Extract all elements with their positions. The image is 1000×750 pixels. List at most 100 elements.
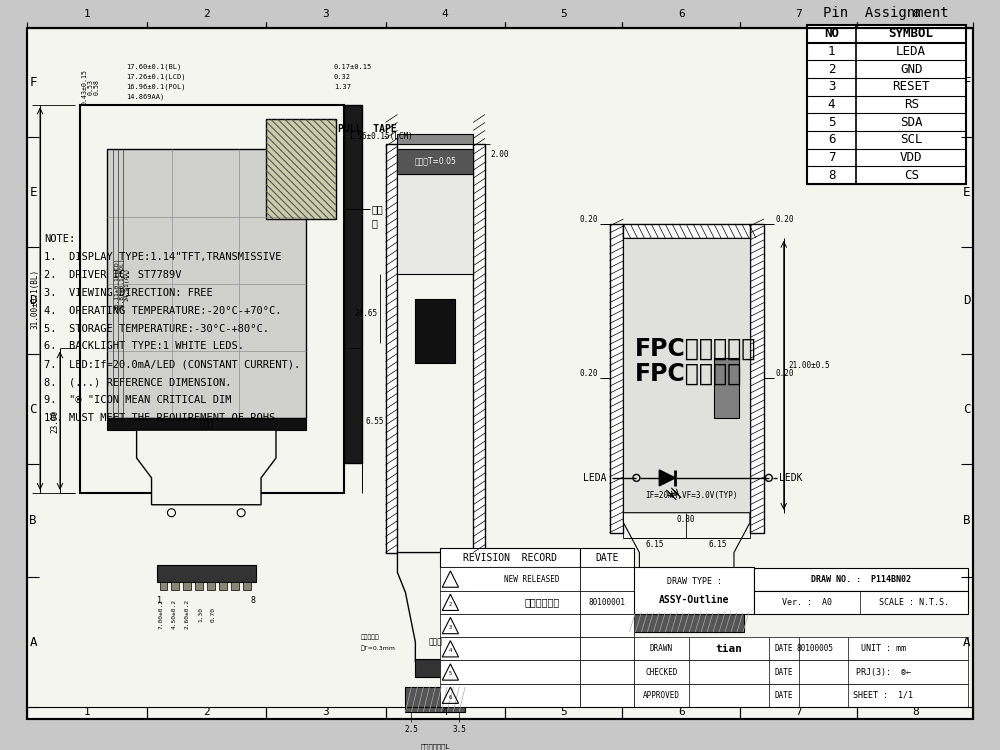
Bar (610, 224, 623, 532)
Text: E: E (29, 186, 37, 199)
Bar (807, 25, 966, 184)
Bar (415, 659, 455, 677)
Text: 5: 5 (560, 706, 567, 717)
Bar (623, 224, 750, 238)
Text: 7: 7 (795, 706, 802, 717)
Bar (107, 419, 306, 430)
Text: F: F (29, 76, 37, 89)
Text: 0.20: 0.20 (776, 214, 794, 223)
Text: A: A (963, 636, 971, 649)
Text: 7.00±0.2: 7.00±0.2 (159, 599, 164, 629)
Text: NEW RELEASED: NEW RELEASED (504, 574, 560, 584)
Bar (634, 568, 754, 614)
Text: 1.56±0.15(LCM): 1.56±0.15(LCM) (348, 132, 412, 141)
Polygon shape (397, 553, 473, 662)
Text: 6.15: 6.15 (709, 540, 727, 549)
Bar (634, 661, 968, 684)
Bar (207, 583, 215, 590)
Text: 7.  LED:If=20.0mA/LED (CONSTANT CURRENT).: 7. LED:If=20.0mA/LED (CONSTANT CURRENT). (44, 359, 300, 370)
Text: 26.81±0.1(POL): 26.81±0.1(POL) (120, 257, 125, 310)
Text: 厚T=0.3mm: 厚T=0.3mm (361, 645, 396, 651)
Bar (629, 612, 744, 632)
Bar (750, 224, 764, 532)
Text: D: D (963, 294, 971, 307)
Bar (580, 591, 634, 614)
Bar (243, 583, 251, 590)
Text: PULL  TAPE: PULL TAPE (338, 124, 396, 134)
Text: RESET: RESET (892, 80, 930, 93)
Text: 1: 1 (157, 596, 162, 604)
Text: 8: 8 (912, 9, 919, 19)
Text: 0.53: 0.53 (88, 79, 94, 94)
Polygon shape (623, 513, 750, 592)
Text: Ver. :  A0: Ver. : A0 (782, 598, 832, 608)
Text: 导折区: 导折区 (199, 419, 213, 428)
Text: ASSY-Outline: ASSY-Outline (659, 595, 729, 605)
Bar (160, 583, 167, 590)
Bar (397, 134, 473, 144)
Bar (440, 614, 580, 638)
Text: 2: 2 (449, 602, 452, 607)
Text: 双面胶T=0.05: 双面胶T=0.05 (414, 157, 456, 166)
Text: 1.  DISPLAY TYPE:1.14"TFT,TRANSMISSIVE: 1. DISPLAY TYPE:1.14"TFT,TRANSMISSIVE (44, 252, 282, 262)
Text: RS: RS (904, 98, 919, 111)
Text: A: A (29, 636, 37, 649)
Text: C: C (29, 403, 37, 416)
Text: 80100005: 80100005 (796, 644, 833, 653)
Text: D: D (29, 294, 37, 307)
Text: 7: 7 (795, 9, 802, 19)
Text: SCL: SCL (900, 134, 922, 146)
Text: 0.20: 0.20 (776, 369, 794, 378)
Text: VDD: VDD (900, 152, 922, 164)
Text: 5: 5 (560, 9, 567, 19)
Bar (714, 358, 739, 419)
Bar (634, 684, 968, 706)
Text: 6: 6 (678, 9, 685, 19)
Bar (580, 614, 634, 638)
Text: 1.37: 1.37 (334, 83, 351, 89)
Text: DATE: DATE (774, 691, 793, 700)
Bar (440, 684, 580, 706)
Text: 1: 1 (83, 706, 90, 717)
Text: LEDA: LEDA (896, 45, 926, 58)
Text: LEDK: LEDK (779, 473, 802, 483)
Bar (440, 568, 580, 591)
Text: 6: 6 (828, 134, 835, 146)
Text: 24.91(AA): 24.91(AA) (125, 267, 130, 301)
Text: DATE: DATE (774, 668, 793, 676)
Text: C: C (963, 403, 971, 416)
Bar (580, 661, 634, 684)
Text: 3: 3 (322, 9, 329, 19)
Text: 9.  "® "ICON MEAN CRITICAL DIM: 9. "® "ICON MEAN CRITICAL DIM (44, 395, 232, 405)
Text: DATE: DATE (774, 644, 793, 653)
Bar (231, 583, 239, 590)
Text: 8: 8 (251, 596, 256, 604)
Bar (107, 149, 306, 419)
Text: 16.96±0.1(POL): 16.96±0.1(POL) (127, 83, 186, 90)
Polygon shape (659, 470, 675, 486)
Text: PRJ(3):  ®←: PRJ(3): ®← (856, 668, 911, 676)
Text: 0.20: 0.20 (579, 214, 598, 223)
Text: SDA: SDA (900, 116, 922, 129)
Text: DRAW NO. :  P114BN02: DRAW NO. : P114BN02 (811, 574, 911, 584)
Bar (440, 638, 580, 661)
Text: 8: 8 (912, 706, 919, 717)
Text: 4.50±0.2: 4.50±0.2 (172, 599, 177, 629)
Text: 导折区: 导折区 (428, 638, 442, 646)
Text: E: E (963, 186, 971, 199)
Text: GND: GND (900, 63, 922, 76)
Bar (440, 661, 580, 684)
Bar (415, 298, 455, 364)
Bar (397, 174, 473, 274)
Text: 31.00±0.1(BL): 31.00±0.1(BL) (31, 268, 40, 328)
Text: IF=20mA,VF=3.0V(TYP): IF=20mA,VF=3.0V(TYP) (645, 491, 737, 500)
Text: 0.32: 0.32 (334, 74, 351, 80)
Text: 5.  STORAGE TEMPERATURE:-30°C-+80°C.: 5. STORAGE TEMPERATURE:-30°C-+80°C. (44, 323, 269, 334)
Text: 0.70: 0.70 (211, 607, 216, 622)
Bar (639, 590, 734, 608)
Text: 6.55: 6.55 (366, 417, 384, 426)
Text: 1.30: 1.30 (198, 607, 203, 622)
Text: 24.65: 24.65 (354, 309, 378, 318)
Text: 4: 4 (442, 9, 449, 19)
Text: 2: 2 (203, 706, 210, 717)
